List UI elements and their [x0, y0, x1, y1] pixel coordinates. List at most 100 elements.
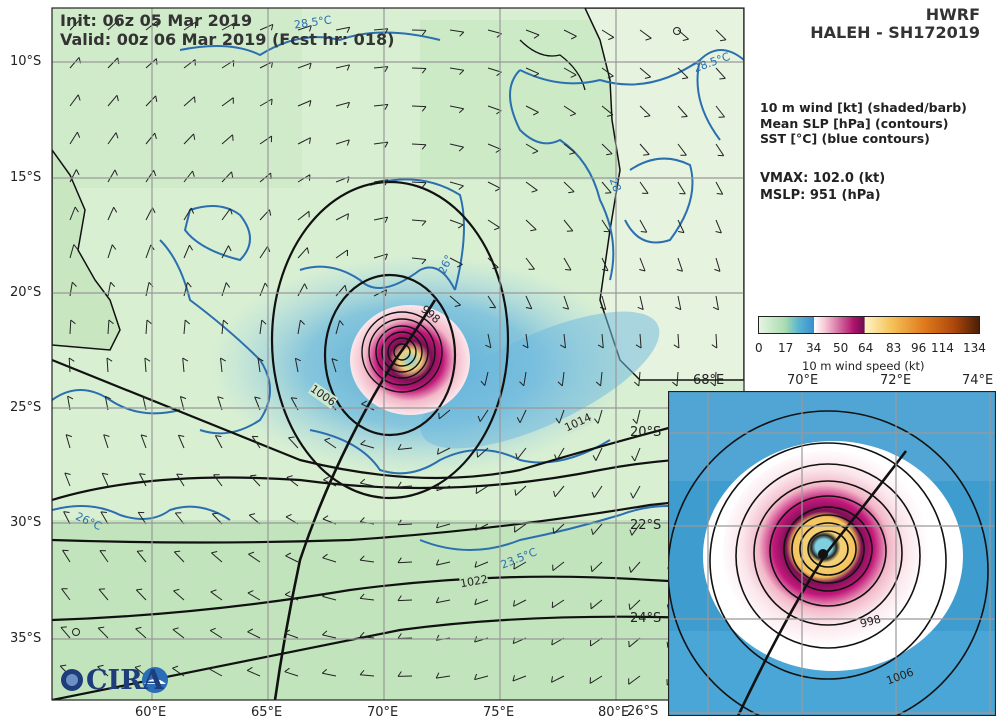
wind-barb — [554, 485, 565, 498]
wind-barb-flag — [606, 153, 613, 156]
wind-barb-flag — [568, 191, 575, 194]
wind-barb — [69, 94, 79, 107]
wind-barb — [173, 551, 185, 563]
legend-wind: 10 m wind [kt] (shaded/barb) — [760, 100, 967, 115]
wind-barb-flag — [421, 220, 427, 226]
wind-colorbar — [758, 316, 980, 334]
main-lat-10: 10°S — [10, 54, 42, 69]
wind-barb-flag — [180, 396, 187, 400]
wind-barb — [297, 62, 312, 69]
wind-barb-flag — [261, 319, 267, 325]
wind-barb — [563, 29, 577, 37]
wind-barb-flag — [285, 513, 292, 518]
wind-barb — [449, 143, 464, 148]
wind-barb-flag — [513, 563, 515, 570]
wind-barb — [335, 213, 349, 221]
wind-barb-flag — [672, 381, 678, 387]
wind-barb — [487, 143, 502, 150]
wind-barb — [525, 143, 539, 152]
wind-barb-flag — [476, 451, 479, 458]
wind-barb-flag — [421, 259, 427, 265]
wind-barb-flag — [248, 551, 255, 555]
wind-barb-flag — [570, 35, 577, 40]
wind-barb — [677, 181, 686, 195]
wind-barb — [63, 511, 71, 525]
wind-barb — [183, 133, 195, 145]
model-name: HWRF — [925, 5, 980, 24]
wind-barb — [715, 181, 724, 195]
cbar-tick-134: 134 — [963, 341, 986, 355]
wind-barb — [135, 628, 147, 639]
wind-barb — [411, 257, 426, 260]
wind-barb-flag — [474, 598, 477, 605]
wind-barb — [487, 181, 501, 189]
wind-barb — [553, 523, 565, 534]
wind-barb — [449, 181, 464, 187]
wind-barb — [632, 485, 641, 499]
wind-barb — [474, 599, 489, 606]
main-lat-15: 15°S — [10, 170, 42, 185]
wind-barb-flag — [249, 513, 256, 516]
main-lat-35: 35°S — [10, 631, 42, 646]
wind-barb — [715, 105, 725, 118]
wind-barb-flag — [193, 133, 196, 140]
wind-barb-flag — [223, 319, 229, 325]
wind-barb — [176, 473, 185, 487]
wind-barb — [172, 629, 185, 639]
wind-barb — [288, 437, 299, 449]
wind-barb-flag — [231, 171, 234, 178]
wind-barb — [221, 22, 235, 31]
wind-barb-flag — [565, 269, 572, 271]
wind-barb — [145, 132, 156, 145]
wind-barb-flag — [522, 344, 529, 349]
wind-barb — [107, 282, 112, 297]
wind-barb — [373, 28, 388, 31]
wind-barb — [525, 257, 535, 270]
wind-barb — [107, 132, 117, 145]
wind-barb — [563, 295, 570, 310]
wind-barb — [628, 675, 641, 685]
wind-barb — [323, 479, 337, 487]
wind-barb — [213, 474, 223, 487]
main-lon-70: 70°E — [367, 705, 399, 720]
wind-barb-flag — [108, 319, 114, 325]
wind-barb — [563, 67, 577, 76]
wind-barb — [479, 409, 489, 422]
wind-barb — [250, 475, 261, 487]
inset-lat-22: 22°S — [630, 518, 662, 533]
wind-barb-flag — [295, 357, 302, 362]
wind-barb — [60, 627, 71, 639]
vmax-readout: VMAX: 102.0 (kt) — [760, 171, 886, 186]
wind-barb-flag — [67, 395, 74, 400]
wind-barb — [677, 105, 688, 117]
wind-barb-flag — [184, 319, 191, 325]
wind-barb — [360, 443, 375, 449]
wind-barb — [525, 181, 538, 191]
wind-barb-flag — [136, 588, 143, 591]
cira-logo: CIRA — [60, 664, 170, 696]
wind-barb — [183, 282, 188, 297]
wind-barb — [563, 105, 576, 115]
wind-barb — [221, 171, 232, 183]
wind-barb — [677, 143, 687, 156]
wind-barb — [98, 588, 109, 601]
wind-barb — [69, 19, 81, 31]
wind-barb-flag — [60, 664, 67, 667]
wind-barb-flag — [639, 269, 646, 272]
wind-barb-flag — [551, 638, 553, 645]
wind-barb-flag — [496, 33, 502, 38]
wind-barb — [630, 561, 641, 573]
wind-barb-flag — [75, 169, 80, 176]
wind-barbs — [59, 19, 727, 687]
wind-barb-flag — [716, 193, 723, 195]
wind-barb — [297, 137, 311, 145]
wind-barb-flag — [644, 115, 651, 118]
wind-barb — [335, 249, 348, 259]
wind-barb-flag — [284, 591, 291, 596]
wind-barb-flag — [569, 113, 576, 117]
wind-barb-flag — [220, 357, 226, 362]
wind-barb-flag — [309, 137, 311, 144]
wind-barb — [601, 257, 609, 271]
wind-barb — [639, 29, 652, 39]
wind-barb-flag — [225, 282, 231, 288]
